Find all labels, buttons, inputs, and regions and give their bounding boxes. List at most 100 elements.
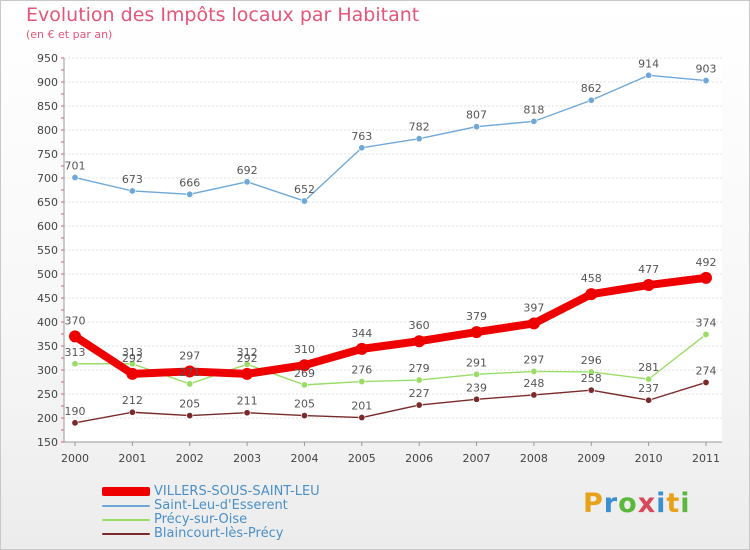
data-label: 492 — [696, 256, 717, 269]
data-point — [587, 96, 595, 104]
y-tick-label: 650 — [37, 196, 58, 209]
legend-label-saint-leu: Saint-Leu-d'Esserent — [154, 498, 288, 513]
x-tick-label: 2010 — [635, 452, 663, 465]
data-label: 692 — [237, 164, 258, 177]
data-point — [702, 330, 710, 338]
data-point — [473, 395, 481, 403]
data-point — [585, 288, 598, 301]
series-line-0 — [71, 273, 710, 378]
data-label: 274 — [696, 364, 717, 377]
y-tick-label: 750 — [37, 148, 58, 161]
logo-letter: r — [603, 488, 619, 519]
logo-letter: i — [656, 488, 667, 519]
data-label: 205 — [179, 398, 200, 411]
y-tick-label: 450 — [37, 292, 58, 305]
data-label: 397 — [523, 301, 544, 314]
data-label: 205 — [294, 398, 315, 411]
data-point — [128, 360, 136, 368]
data-label: 211 — [237, 395, 258, 408]
y-tick-label: 600 — [37, 220, 58, 233]
data-label: 763 — [351, 130, 372, 143]
x-tick-label: 2005 — [348, 452, 376, 465]
data-point — [473, 123, 481, 131]
data-point — [186, 412, 194, 420]
data-point — [183, 365, 196, 378]
legend-label-blaincourt: Blaincourt-lès-Précy — [154, 526, 284, 541]
y-tick-label: 900 — [37, 76, 58, 89]
x-tick-label: 2000 — [61, 452, 89, 465]
data-label: 212 — [122, 394, 143, 407]
legend-swatch-saint-leu — [102, 504, 150, 507]
data-point — [587, 386, 595, 394]
data-point — [415, 376, 423, 384]
chart-title: Evolution des Impôts locaux par Habitant — [26, 4, 420, 26]
x-tick-label: 2006 — [405, 452, 433, 465]
data-point — [702, 77, 710, 85]
data-label: 701 — [65, 160, 86, 173]
data-point — [71, 174, 79, 182]
y-tick-label: 350 — [37, 340, 58, 353]
y-tick-label: 250 — [37, 388, 58, 401]
x-tick-label: 2011 — [692, 452, 720, 465]
data-label: 310 — [294, 343, 315, 356]
data-label: 379 — [466, 310, 487, 323]
data-label: 201 — [351, 400, 372, 413]
data-label: 818 — [523, 103, 544, 116]
data-point — [358, 144, 366, 152]
data-point — [470, 326, 483, 339]
data-label: 477 — [638, 263, 659, 276]
series-line-1 — [74, 74, 707, 202]
x-tick-label: 2008 — [520, 452, 548, 465]
data-label: 190 — [65, 405, 86, 418]
x-tick-label: 2001 — [118, 452, 146, 465]
chart-subtitle: (en € et par an) — [26, 28, 113, 41]
data-label: 292 — [237, 352, 258, 365]
legend: VILLERS-SOUS-SAINT-LEU Saint-Leu-d'Esser… — [102, 485, 320, 541]
logo-letter: P — [583, 488, 604, 519]
data-label: 291 — [466, 356, 487, 369]
y-tick-label: 150 — [37, 436, 58, 449]
data-point — [241, 367, 254, 380]
data-label: 258 — [581, 372, 602, 385]
legend-label-villers: VILLERS-SOUS-SAINT-LEU — [154, 484, 320, 499]
data-point — [126, 367, 139, 380]
data-point — [587, 368, 595, 376]
data-label: 313 — [122, 346, 143, 359]
y-tick-label: 550 — [37, 244, 58, 257]
data-point — [530, 117, 538, 125]
data-label: 313 — [65, 346, 86, 359]
data-point — [243, 178, 251, 186]
data-point — [300, 197, 308, 205]
data-point — [71, 419, 79, 427]
data-point — [355, 342, 368, 355]
data-label: 360 — [409, 319, 430, 332]
data-point — [702, 378, 710, 386]
series-line-2 — [74, 333, 707, 386]
legend-swatch-precy — [102, 518, 150, 521]
data-label: 862 — [581, 82, 602, 95]
data-label: 344 — [351, 327, 372, 340]
y-tick-label: 500 — [37, 268, 58, 281]
data-label: 673 — [122, 173, 143, 186]
data-point — [527, 317, 540, 330]
y-tick-label: 400 — [37, 316, 58, 329]
legend-item-saint-leu: Saint-Leu-d'Esserent — [102, 499, 320, 513]
logo-letter: x — [637, 488, 657, 519]
data-point — [71, 360, 79, 368]
x-tick-label: 2007 — [463, 452, 491, 465]
data-point — [243, 360, 251, 368]
data-point — [642, 279, 655, 292]
data-label: 227 — [409, 387, 430, 400]
legend-item-villers: VILLERS-SOUS-SAINT-LEU — [102, 485, 320, 499]
data-label: 370 — [65, 314, 86, 327]
data-point — [530, 391, 538, 399]
data-label: 281 — [638, 361, 659, 374]
data-label: 807 — [466, 109, 487, 122]
legend-swatch-blaincourt — [102, 532, 150, 535]
data-label: 903 — [696, 63, 717, 76]
data-point — [645, 396, 653, 404]
data-label: 652 — [294, 183, 315, 196]
x-tick-label: 2004 — [290, 452, 318, 465]
y-tick-label: 300 — [37, 364, 58, 377]
